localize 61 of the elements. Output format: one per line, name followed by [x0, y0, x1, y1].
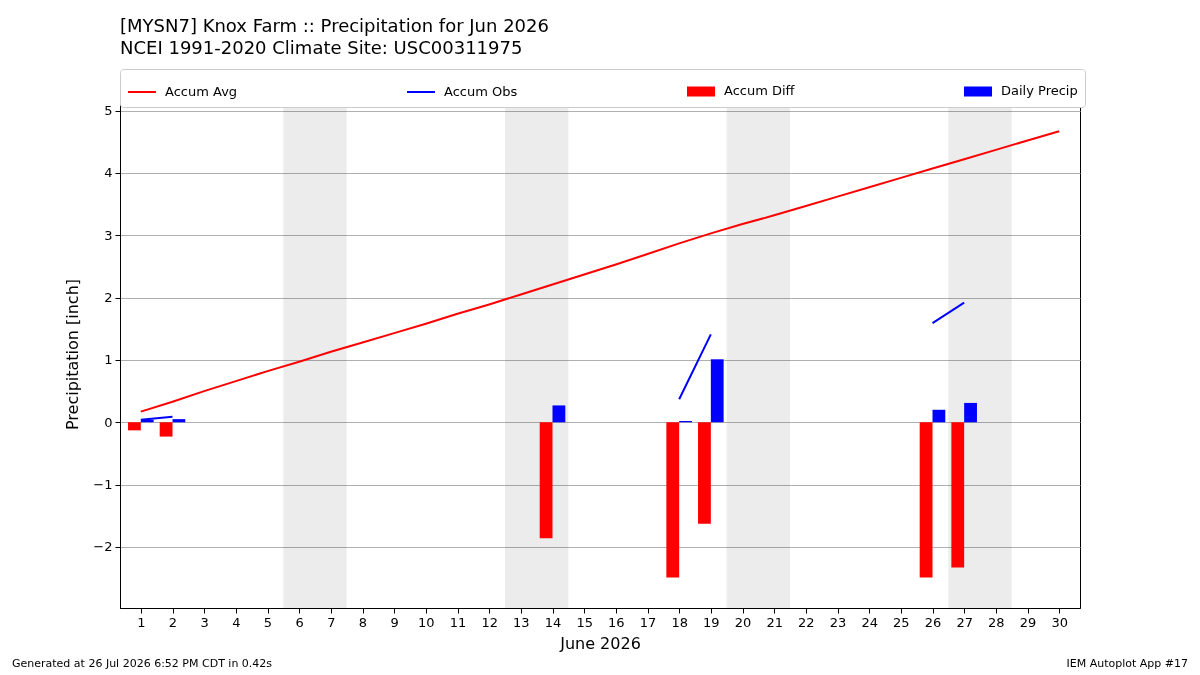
- x-tick-label: 11: [449, 614, 467, 630]
- x-tick-label: 14: [544, 614, 562, 630]
- x-tick-label: 22: [798, 614, 815, 630]
- x-tick-label: 13: [513, 614, 530, 630]
- bar: [919, 422, 933, 578]
- y-tick-label: 0: [104, 414, 113, 430]
- bar: [710, 359, 724, 423]
- bar: [698, 422, 711, 524]
- y-tick-label: 2: [104, 290, 113, 306]
- x-tick-label: 25: [893, 614, 910, 630]
- y-tick-label: 5: [104, 103, 113, 119]
- x-axis-title: June 2026: [559, 633, 641, 653]
- x-tick-label: 5: [263, 614, 273, 630]
- x-tick-label: 24: [861, 614, 878, 630]
- y-tick-label: 1: [104, 352, 113, 368]
- x-tick-label: 29: [1019, 614, 1037, 630]
- chart-subtitle: NCEI 1991-2020 Climate Site: USC00311975: [120, 36, 523, 58]
- bar: [128, 422, 141, 431]
- x-tick-label: 3: [200, 614, 209, 630]
- bar: [159, 422, 173, 437]
- x-tick-label: 6: [295, 614, 304, 630]
- bar: [172, 419, 186, 423]
- bar: [932, 409, 946, 423]
- x-tick-label: 17: [639, 614, 657, 630]
- legend-label: Accum Obs: [444, 84, 518, 99]
- bar: [539, 422, 553, 539]
- chart-title: [MYSN7] Knox Farm :: Precipitation for Jun 2026: [120, 14, 549, 36]
- y-tick-label: −2: [93, 539, 113, 555]
- bar: [552, 405, 566, 423]
- x-tick-label: 2: [168, 614, 178, 630]
- legend-label: Accum Diff: [724, 83, 796, 99]
- x-tick-label: 26: [924, 614, 942, 630]
- text: Generated at 26 Jul 2026 6:52 PM CDT in 0.42s: [12, 657, 273, 670]
- legend-label: Daily Precip: [1001, 83, 1078, 99]
- x-tick-label: 23: [829, 614, 847, 630]
- x-tick-label: 28: [988, 614, 1005, 630]
- x-tick-label: 10: [418, 614, 435, 630]
- x-tick-label: 7: [327, 614, 336, 630]
- y-tick-label: 4: [104, 165, 113, 181]
- x-tick-label: 1: [137, 614, 146, 630]
- x-tick-label: 4: [232, 614, 241, 630]
- line-series: [139, 130, 1061, 413]
- y-axis-title: Precipitation [inch]: [63, 278, 83, 431]
- x-tick-label: 18: [671, 614, 688, 630]
- bar: [951, 422, 965, 568]
- x-tick-label: 16: [608, 614, 625, 630]
- x-tick-label: 30: [1051, 614, 1068, 630]
- x-tick-label: 12: [481, 614, 498, 630]
- bar: [964, 402, 977, 423]
- x-tick-label: 8: [358, 614, 368, 630]
- y-tick-label: −1: [93, 477, 113, 493]
- text: IEM Autoplot App #17: [1066, 657, 1188, 670]
- bar: [666, 422, 680, 578]
- x-tick-label: 15: [576, 614, 593, 630]
- legend-label: Accum Avg: [165, 84, 238, 99]
- x-tick-label: 21: [766, 614, 783, 630]
- x-tick-label: 27: [956, 614, 973, 630]
- x-tick-label: 19: [703, 614, 720, 630]
- x-tick-label: 9: [390, 614, 399, 630]
- y-tick-label: 3: [104, 227, 113, 243]
- x-tick-label: 20: [734, 614, 752, 630]
